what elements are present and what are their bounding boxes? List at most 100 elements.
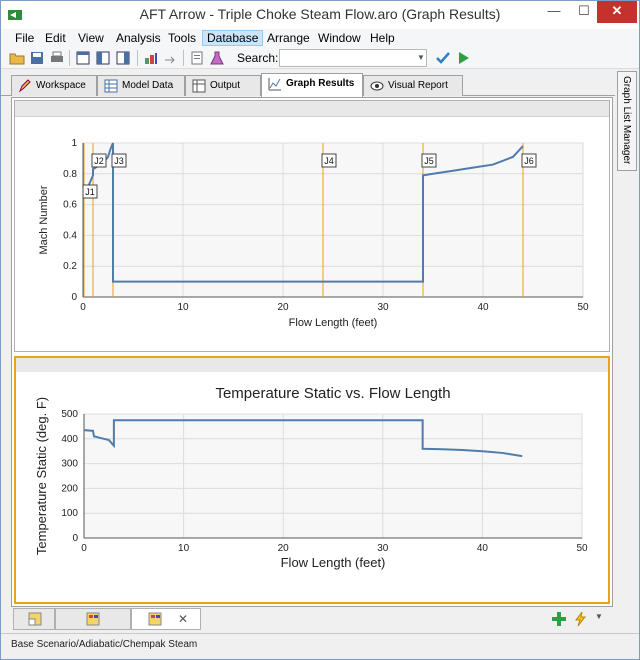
temperature-graph-panel[interactable]: 0 10 20 30 40 50 0 100 200 300 400 500 Temperature S… [14, 356, 610, 604]
layout-icon[interactable] [115, 50, 131, 66]
graph-panel-header [16, 358, 608, 372]
junction-label-box [111, 153, 127, 168]
y-tick-label: 500 [61, 409, 78, 420]
toolbar-separator [137, 50, 138, 66]
y-tick-label: 300 [61, 459, 78, 470]
toolbar-separator [183, 50, 184, 66]
tab-workspace[interactable]: Workspace [11, 75, 97, 96]
x-tick-label: 50 [577, 302, 589, 313]
report-icon[interactable] [189, 50, 205, 66]
graph-tab-1[interactable] [13, 608, 55, 630]
menu-tools[interactable]: Tools [168, 31, 197, 45]
minimize-button[interactable]: — [547, 3, 561, 18]
close-tab-icon[interactable]: ✕ [178, 612, 189, 626]
print-icon[interactable] [49, 50, 65, 66]
maximize-button[interactable]: ☐ [578, 3, 590, 18]
tab-graph-results[interactable]: Graph Results [261, 73, 363, 97]
tab-label: Workspace [36, 80, 86, 91]
menu-file[interactable]: File [15, 31, 35, 45]
junction-label: J1 [85, 187, 95, 197]
junction-label-box [91, 153, 107, 168]
y-tick-label: 0 [71, 292, 77, 303]
menu-analysis[interactable]: Analysis [116, 31, 161, 45]
grid-icon[interactable] [143, 50, 159, 66]
x-tick-label: 50 [576, 543, 588, 554]
x-tick-label: 0 [80, 302, 86, 313]
y-tick-label: 100 [61, 508, 78, 519]
chevron-down-icon[interactable]: ▼ [595, 612, 603, 621]
checkmark-icon[interactable] [435, 50, 451, 66]
flask-icon[interactable] [209, 50, 225, 66]
layout-icon[interactable] [95, 50, 111, 66]
x-tick-label: 30 [377, 543, 389, 554]
table-icon [192, 79, 206, 93]
graph-icon [268, 78, 281, 91]
pencil-icon [18, 79, 31, 93]
y-axis-label: Mach Number [38, 185, 50, 254]
status-text: Base Scenario/Adiabatic/Chempak Steam [11, 639, 198, 650]
y-tick-label: 0.2 [63, 261, 77, 272]
y-tick-label: 0 [72, 533, 78, 544]
mach-number-graph-panel[interactable]: 0 10 20 30 40 50 0 0.2 0.4 0.6 0.8 1 J1 J2 J3 J4 J5 J6 Flo… [14, 100, 610, 352]
y-tick-label: 0.8 [63, 169, 77, 180]
y-tick-label: 0.6 [63, 200, 77, 211]
table-icon [104, 79, 118, 93]
add-graph-icon[interactable] [551, 611, 567, 627]
arrows-icon[interactable] [163, 50, 179, 66]
tab-label: Visual Report [388, 80, 448, 91]
junction-label-box [82, 184, 98, 199]
menu-window[interactable]: Window [318, 31, 361, 45]
menu-edit[interactable]: Edit [45, 31, 66, 45]
x-tick-label: 10 [178, 543, 190, 554]
side-panel-label: Graph List Manager [621, 76, 632, 165]
y-tick-label: 200 [61, 483, 78, 494]
y-axis-label: Temperature Static (deg. F) [34, 397, 49, 555]
search-input[interactable] [279, 49, 427, 67]
tab-label: Model Data [122, 80, 174, 91]
y-tick-label: 0.4 [63, 230, 77, 241]
plot-area [83, 413, 583, 539]
menu-help[interactable]: Help [370, 31, 395, 45]
chevron-down-icon[interactable]: ▼ [417, 53, 425, 62]
search-label: Search: [237, 51, 279, 65]
app-icon [8, 10, 22, 20]
lightning-icon[interactable] [573, 611, 589, 627]
toolbar: Search: ▼ [1, 47, 639, 69]
graph-area: 0 10 20 30 40 50 0 0.2 0.4 0.6 0.8 1 J1 J2 J3 J4 J5 J6 Flo… [11, 97, 613, 607]
menu-database[interactable]: Database [202, 30, 264, 46]
tab-visual-report[interactable]: Visual Report [363, 75, 463, 96]
graph-tab-2[interactable] [55, 608, 131, 630]
window-title: AFT Arrow - Triple Choke Steam Flow.aro … [139, 6, 501, 22]
graph-layout-icon [148, 612, 162, 626]
tab-label: Output [210, 80, 241, 91]
x-tick-label: 10 [177, 302, 189, 313]
save-icon[interactable] [29, 50, 45, 66]
graph-layout-icon [28, 612, 42, 626]
toolbar-separator [69, 50, 70, 66]
tab-label: Graph Results [286, 78, 355, 89]
run-icon[interactable] [455, 50, 471, 66]
junction-label: J6 [524, 156, 534, 166]
open-folder-icon[interactable] [9, 50, 25, 66]
y-tick-label: 1 [71, 138, 77, 149]
graph-tab-3[interactable]: ✕ [131, 608, 201, 630]
graph-list-manager-tab[interactable]: Graph List Manager [617, 71, 637, 171]
menu-bar: File Edit View Analysis Tools Database A… [1, 29, 639, 47]
tab-model-data[interactable]: Model Data [97, 75, 185, 96]
junction-label: J2 [94, 156, 104, 166]
tab-output[interactable]: Output [185, 75, 261, 96]
layout-icon[interactable] [75, 50, 91, 66]
junction-label-box [521, 153, 537, 168]
junction-label-box [421, 153, 437, 168]
menu-arrange[interactable]: Arrange [267, 31, 310, 45]
junction-label: J5 [424, 156, 434, 166]
x-tick-label: 0 [81, 543, 87, 554]
menu-view[interactable]: View [78, 31, 104, 45]
chart-title: Temperature Static vs. Flow Length [215, 385, 450, 402]
title-bar: AFT Arrow - Triple Choke Steam Flow.aro … [1, 1, 639, 29]
close-button[interactable]: ✕ [597, 1, 637, 23]
series-line [82, 142, 524, 283]
